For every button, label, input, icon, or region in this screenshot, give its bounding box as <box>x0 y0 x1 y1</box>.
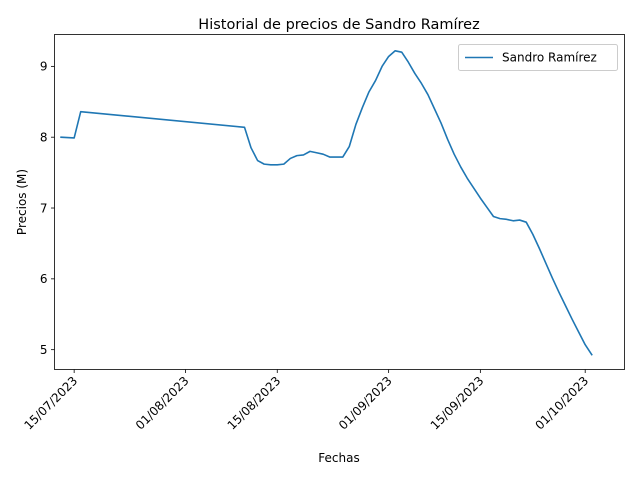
y-tick-label: 9 <box>40 60 48 74</box>
y-axis-label: Precios (M) <box>15 169 29 235</box>
y-tick-label: 6 <box>40 272 48 286</box>
legend-entry-label: Sandro Ramírez <box>502 51 597 65</box>
legend: Sandro Ramírez <box>458 44 618 71</box>
legend-box <box>458 44 618 71</box>
x-tick-label: 15/09/2023 <box>428 374 487 433</box>
x-tick-label: 15/07/2023 <box>21 374 80 433</box>
x-tick-label: 01/08/2023 <box>133 374 192 433</box>
y-tick-label: 7 <box>40 201 48 215</box>
x-axis-ticks: 15/07/2023 01/08/2023 15/08/2023 01/09/2023… <box>21 369 591 433</box>
x-axis-label: Fechas <box>318 451 359 465</box>
plot-frame <box>54 34 625 370</box>
y-tick-label: 5 <box>40 343 48 357</box>
x-tick-label: 01/10/2023 <box>532 374 591 433</box>
y-axis-ticks: 5 6 7 8 9 <box>40 60 55 357</box>
chart-title: Historial de precios de Sandro Ramírez <box>198 17 479 33</box>
series-line-sandro-ramirez <box>60 49 593 356</box>
x-tick-label: 01/09/2023 <box>336 374 395 433</box>
x-tick-label: 15/08/2023 <box>225 374 284 433</box>
y-tick-label: 8 <box>40 130 48 144</box>
